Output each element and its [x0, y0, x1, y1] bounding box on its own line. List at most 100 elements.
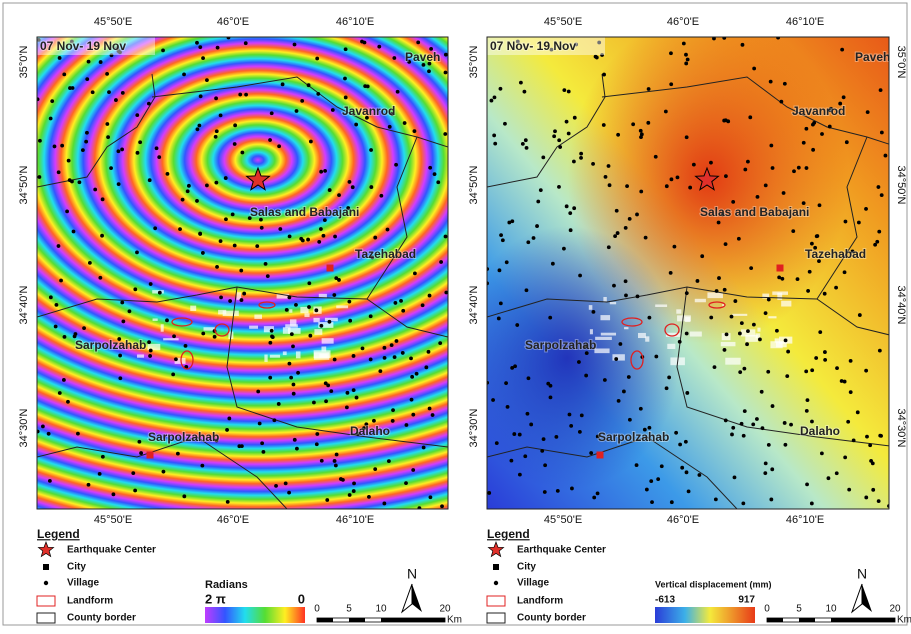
place-label: Paveh — [855, 50, 890, 64]
village — [278, 227, 282, 231]
village — [421, 303, 425, 307]
village — [352, 388, 356, 392]
village — [635, 463, 639, 467]
village — [388, 125, 392, 129]
village — [227, 36, 231, 40]
village — [877, 499, 881, 503]
place-label: Javanrod — [342, 104, 395, 118]
village — [105, 72, 109, 76]
village — [730, 433, 734, 437]
village — [328, 188, 332, 192]
village — [640, 132, 644, 136]
north-label: N — [407, 566, 417, 582]
village — [233, 123, 237, 127]
village — [792, 169, 796, 173]
village — [392, 56, 396, 60]
village — [602, 73, 606, 77]
decorrelation — [325, 318, 338, 322]
village — [776, 36, 780, 40]
village — [617, 399, 621, 403]
village — [769, 80, 773, 84]
village — [648, 426, 652, 430]
village — [503, 122, 507, 126]
village — [214, 181, 218, 185]
village — [665, 386, 669, 390]
village — [293, 438, 297, 442]
village — [428, 294, 432, 298]
village — [133, 489, 137, 493]
village — [201, 332, 205, 336]
village — [627, 375, 631, 379]
place-label: Sarpolzahab — [598, 430, 669, 444]
lat-label: 34°50'N — [468, 165, 480, 204]
village — [165, 318, 169, 322]
village — [852, 438, 856, 442]
decorrelation — [777, 293, 782, 300]
village — [411, 413, 415, 417]
lat-label: 34°50'N — [18, 165, 30, 204]
village — [117, 149, 121, 153]
village — [613, 234, 617, 238]
village — [521, 142, 525, 146]
village — [553, 129, 557, 133]
village — [337, 193, 341, 197]
legend-village — [494, 581, 498, 585]
village — [433, 172, 437, 176]
village — [680, 466, 684, 470]
village — [868, 443, 872, 447]
village — [346, 391, 350, 395]
city — [327, 265, 334, 272]
legend-item: County border — [67, 613, 136, 624]
village — [810, 368, 814, 372]
decorrelation — [314, 350, 331, 358]
legend-item: Earthquake Center — [67, 545, 156, 556]
village — [390, 343, 394, 347]
village — [149, 349, 153, 353]
village — [805, 166, 809, 170]
village — [317, 240, 321, 244]
village — [366, 84, 370, 88]
village — [607, 245, 611, 249]
village — [608, 183, 612, 187]
village — [237, 444, 241, 448]
village — [409, 356, 413, 360]
village — [844, 220, 848, 224]
village — [524, 138, 528, 142]
village — [47, 432, 51, 436]
village — [771, 404, 775, 408]
village — [315, 432, 319, 436]
village — [411, 468, 415, 472]
village — [351, 185, 355, 189]
village — [696, 279, 700, 283]
village — [228, 299, 232, 303]
village — [256, 390, 260, 394]
village — [492, 134, 496, 138]
village — [239, 269, 243, 273]
village — [307, 305, 311, 309]
city — [597, 452, 604, 459]
village — [72, 230, 76, 234]
village — [504, 381, 508, 385]
village — [542, 437, 546, 441]
village — [667, 376, 671, 380]
village — [487, 491, 491, 495]
village — [741, 43, 745, 47]
village — [244, 41, 248, 45]
lon-label-top: 46°0'E — [217, 16, 249, 28]
village — [791, 229, 795, 233]
village — [815, 234, 819, 238]
village — [58, 391, 62, 395]
north-label: N — [857, 566, 867, 582]
lon-label-bottom: 46°10'E — [786, 514, 824, 526]
village — [233, 142, 237, 146]
village — [268, 376, 272, 380]
village — [568, 211, 572, 215]
village — [82, 326, 86, 330]
village — [665, 184, 669, 188]
village — [109, 166, 113, 170]
village — [395, 339, 399, 343]
village — [444, 71, 448, 75]
village — [296, 371, 300, 375]
village — [664, 110, 668, 114]
north-arrow-right — [412, 584, 422, 612]
